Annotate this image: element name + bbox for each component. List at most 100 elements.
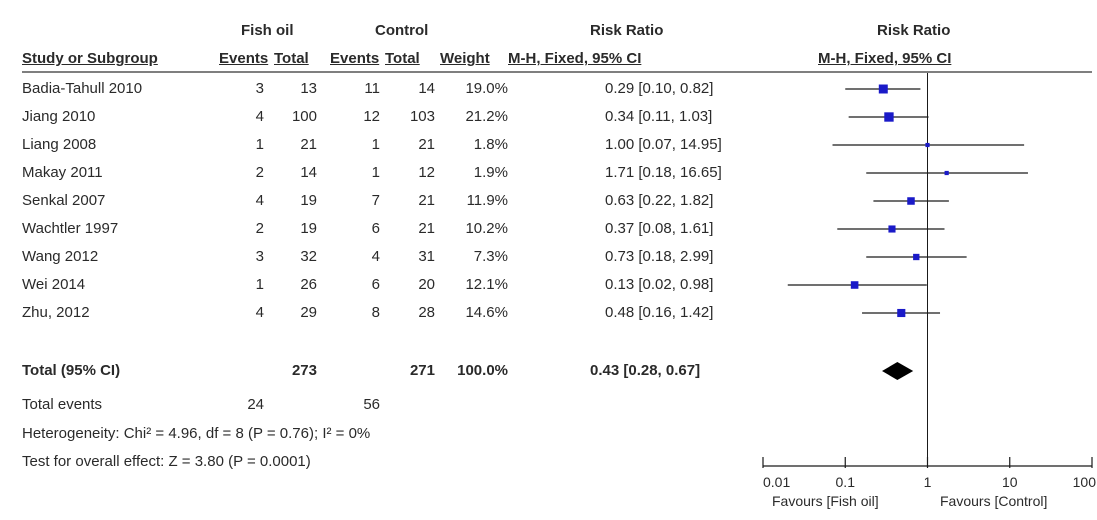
- study-name: Jiang 2010: [22, 108, 96, 125]
- events2-value: 4: [371, 248, 380, 265]
- risk-ratio-ci: 0.63 [0.22, 1.82]: [605, 192, 714, 209]
- total2-value: 14: [418, 80, 435, 97]
- weight-value: 1.8%: [473, 136, 508, 153]
- method-header: M-H, Fixed, 95% CI: [508, 50, 642, 67]
- total2-value: 21: [418, 220, 435, 237]
- risk-ratio-ci: 1.00 [0.07, 14.95]: [605, 136, 722, 153]
- plot-risk-ratio-header: Risk Ratio: [877, 22, 951, 39]
- total2-value: 21: [418, 136, 435, 153]
- events1-value: 3: [255, 80, 264, 97]
- heterogeneity-text: Heterogeneity: Chi² = 4.96, df = 8 (P = …: [22, 425, 371, 442]
- study-column-header: Study or Subgroup: [22, 50, 158, 67]
- events2-value: 6: [371, 276, 380, 293]
- events1-value: 4: [255, 192, 264, 209]
- total1-value: 14: [300, 164, 317, 181]
- weight-value: 12.1%: [465, 276, 508, 293]
- point-estimate-senkal-2007: [907, 197, 915, 205]
- point-estimate-jiang-2010: [884, 112, 894, 122]
- total2-value: 28: [418, 304, 435, 321]
- x-tick-label: 0.1: [836, 474, 856, 490]
- events2-header: Events: [330, 50, 380, 67]
- weight-value: 21.2%: [465, 108, 508, 125]
- point-estimate-wei-2014: [850, 281, 859, 289]
- x-tick-label: 0.01: [763, 474, 790, 490]
- events1-value: 4: [255, 304, 264, 321]
- risk-ratio-ci: 1.71 [0.18, 16.65]: [605, 164, 722, 181]
- events2-value: 12: [363, 108, 380, 125]
- total-risk-ratio-ci: 0.43 [0.28, 0.67]: [590, 362, 701, 379]
- total-weight: 100.0%: [457, 362, 508, 379]
- risk-ratio-ci: 0.37 [0.08, 1.61]: [605, 220, 714, 237]
- total-events1: 24: [247, 396, 264, 413]
- pooled-diamond: [882, 362, 914, 380]
- study-name: Senkal 2007: [22, 192, 106, 209]
- total2-value: 21: [418, 192, 435, 209]
- total1-value: 100: [291, 108, 317, 125]
- total1-value: 13: [300, 80, 317, 97]
- study-name: Wei 2014: [22, 276, 86, 293]
- weight-value: 7.3%: [473, 248, 508, 265]
- x-tick-label: 100: [1073, 474, 1097, 490]
- risk-ratio-ci: 0.13 [0.02, 0.98]: [605, 276, 714, 293]
- group2-header: Control: [375, 22, 429, 39]
- weight-value: 11.9%: [466, 192, 508, 209]
- weight-value: 10.2%: [465, 220, 508, 237]
- events2-value: 1: [371, 164, 380, 181]
- point-estimate-liang-2008: [925, 142, 930, 148]
- x-tick-label: 10: [1002, 474, 1018, 490]
- risk-ratio-ci: 0.48 [0.16, 1.42]: [605, 304, 714, 321]
- risk-ratio-ci: 0.34 [0.11, 1.03]: [605, 108, 713, 125]
- events1-value: 1: [255, 136, 264, 153]
- total-events-label: Total events: [22, 396, 103, 413]
- weight-value: 19.0%: [465, 80, 508, 97]
- risk-ratio-ci: 0.29 [0.10, 0.82]: [605, 80, 714, 97]
- events2-value: 8: [371, 304, 380, 321]
- total2-value: 271: [409, 362, 435, 379]
- risk-ratio-header: Risk Ratio: [590, 22, 664, 39]
- total1-value: 26: [300, 276, 317, 293]
- group1-header: Fish oil: [241, 22, 294, 39]
- total2-header: Total: [385, 50, 420, 67]
- overall-effect-text: Test for overall effect: Z = 3.80 (P = 0…: [22, 453, 311, 470]
- total1-value: 19: [300, 220, 317, 237]
- point-estimate-makay-2011: [944, 170, 949, 176]
- study-name: Badia-Tahull 2010: [22, 80, 143, 97]
- x-tick-label: 1: [924, 474, 932, 490]
- total2-value: 20: [418, 276, 435, 293]
- point-estimate-wachtler-1997: [888, 225, 896, 233]
- events1-header: Events: [219, 50, 269, 67]
- events1-value: 2: [255, 164, 264, 181]
- study-name: Wachtler 1997: [22, 220, 119, 237]
- plot-method-header: M-H, Fixed, 95% CI: [818, 50, 952, 67]
- weight-value: 14.6%: [465, 304, 508, 321]
- study-name: Zhu, 2012: [22, 304, 90, 321]
- study-name: Liang 2008: [22, 136, 97, 153]
- events1-value: 1: [255, 276, 264, 293]
- study-name: Wang 2012: [22, 248, 99, 265]
- total1-value: 19: [300, 192, 317, 209]
- study-name: Makay 2011: [22, 164, 103, 181]
- total1-value: 32: [300, 248, 317, 265]
- total2-value: 12: [418, 164, 435, 181]
- weight-header: Weight: [440, 50, 490, 67]
- events2-value: 7: [371, 192, 380, 209]
- favours-fish-oil-label: Favours [Fish oil]: [772, 493, 879, 509]
- total2-value: 31: [418, 248, 435, 265]
- total1-value: 273: [291, 362, 317, 379]
- point-estimate-wang-2012: [913, 253, 920, 261]
- total1-value: 21: [300, 136, 317, 153]
- total-label: Total (95% CI): [22, 362, 121, 379]
- events2-value: 6: [371, 220, 380, 237]
- total2-value: 103: [409, 108, 435, 125]
- weight-value: 1.9%: [473, 164, 508, 181]
- risk-ratio-ci: 0.73 [0.18, 2.99]: [605, 248, 714, 265]
- total-events2: 56: [363, 396, 380, 413]
- events1-value: 4: [255, 108, 264, 125]
- events2-value: 1: [371, 136, 380, 153]
- point-estimate-zhu-2012: [897, 308, 906, 318]
- total1-value: 29: [300, 304, 317, 321]
- events2-value: 11: [364, 80, 380, 97]
- point-estimate-badia-tahull-2010: [878, 84, 888, 94]
- favours-control-label: Favours [Control]: [940, 493, 1048, 509]
